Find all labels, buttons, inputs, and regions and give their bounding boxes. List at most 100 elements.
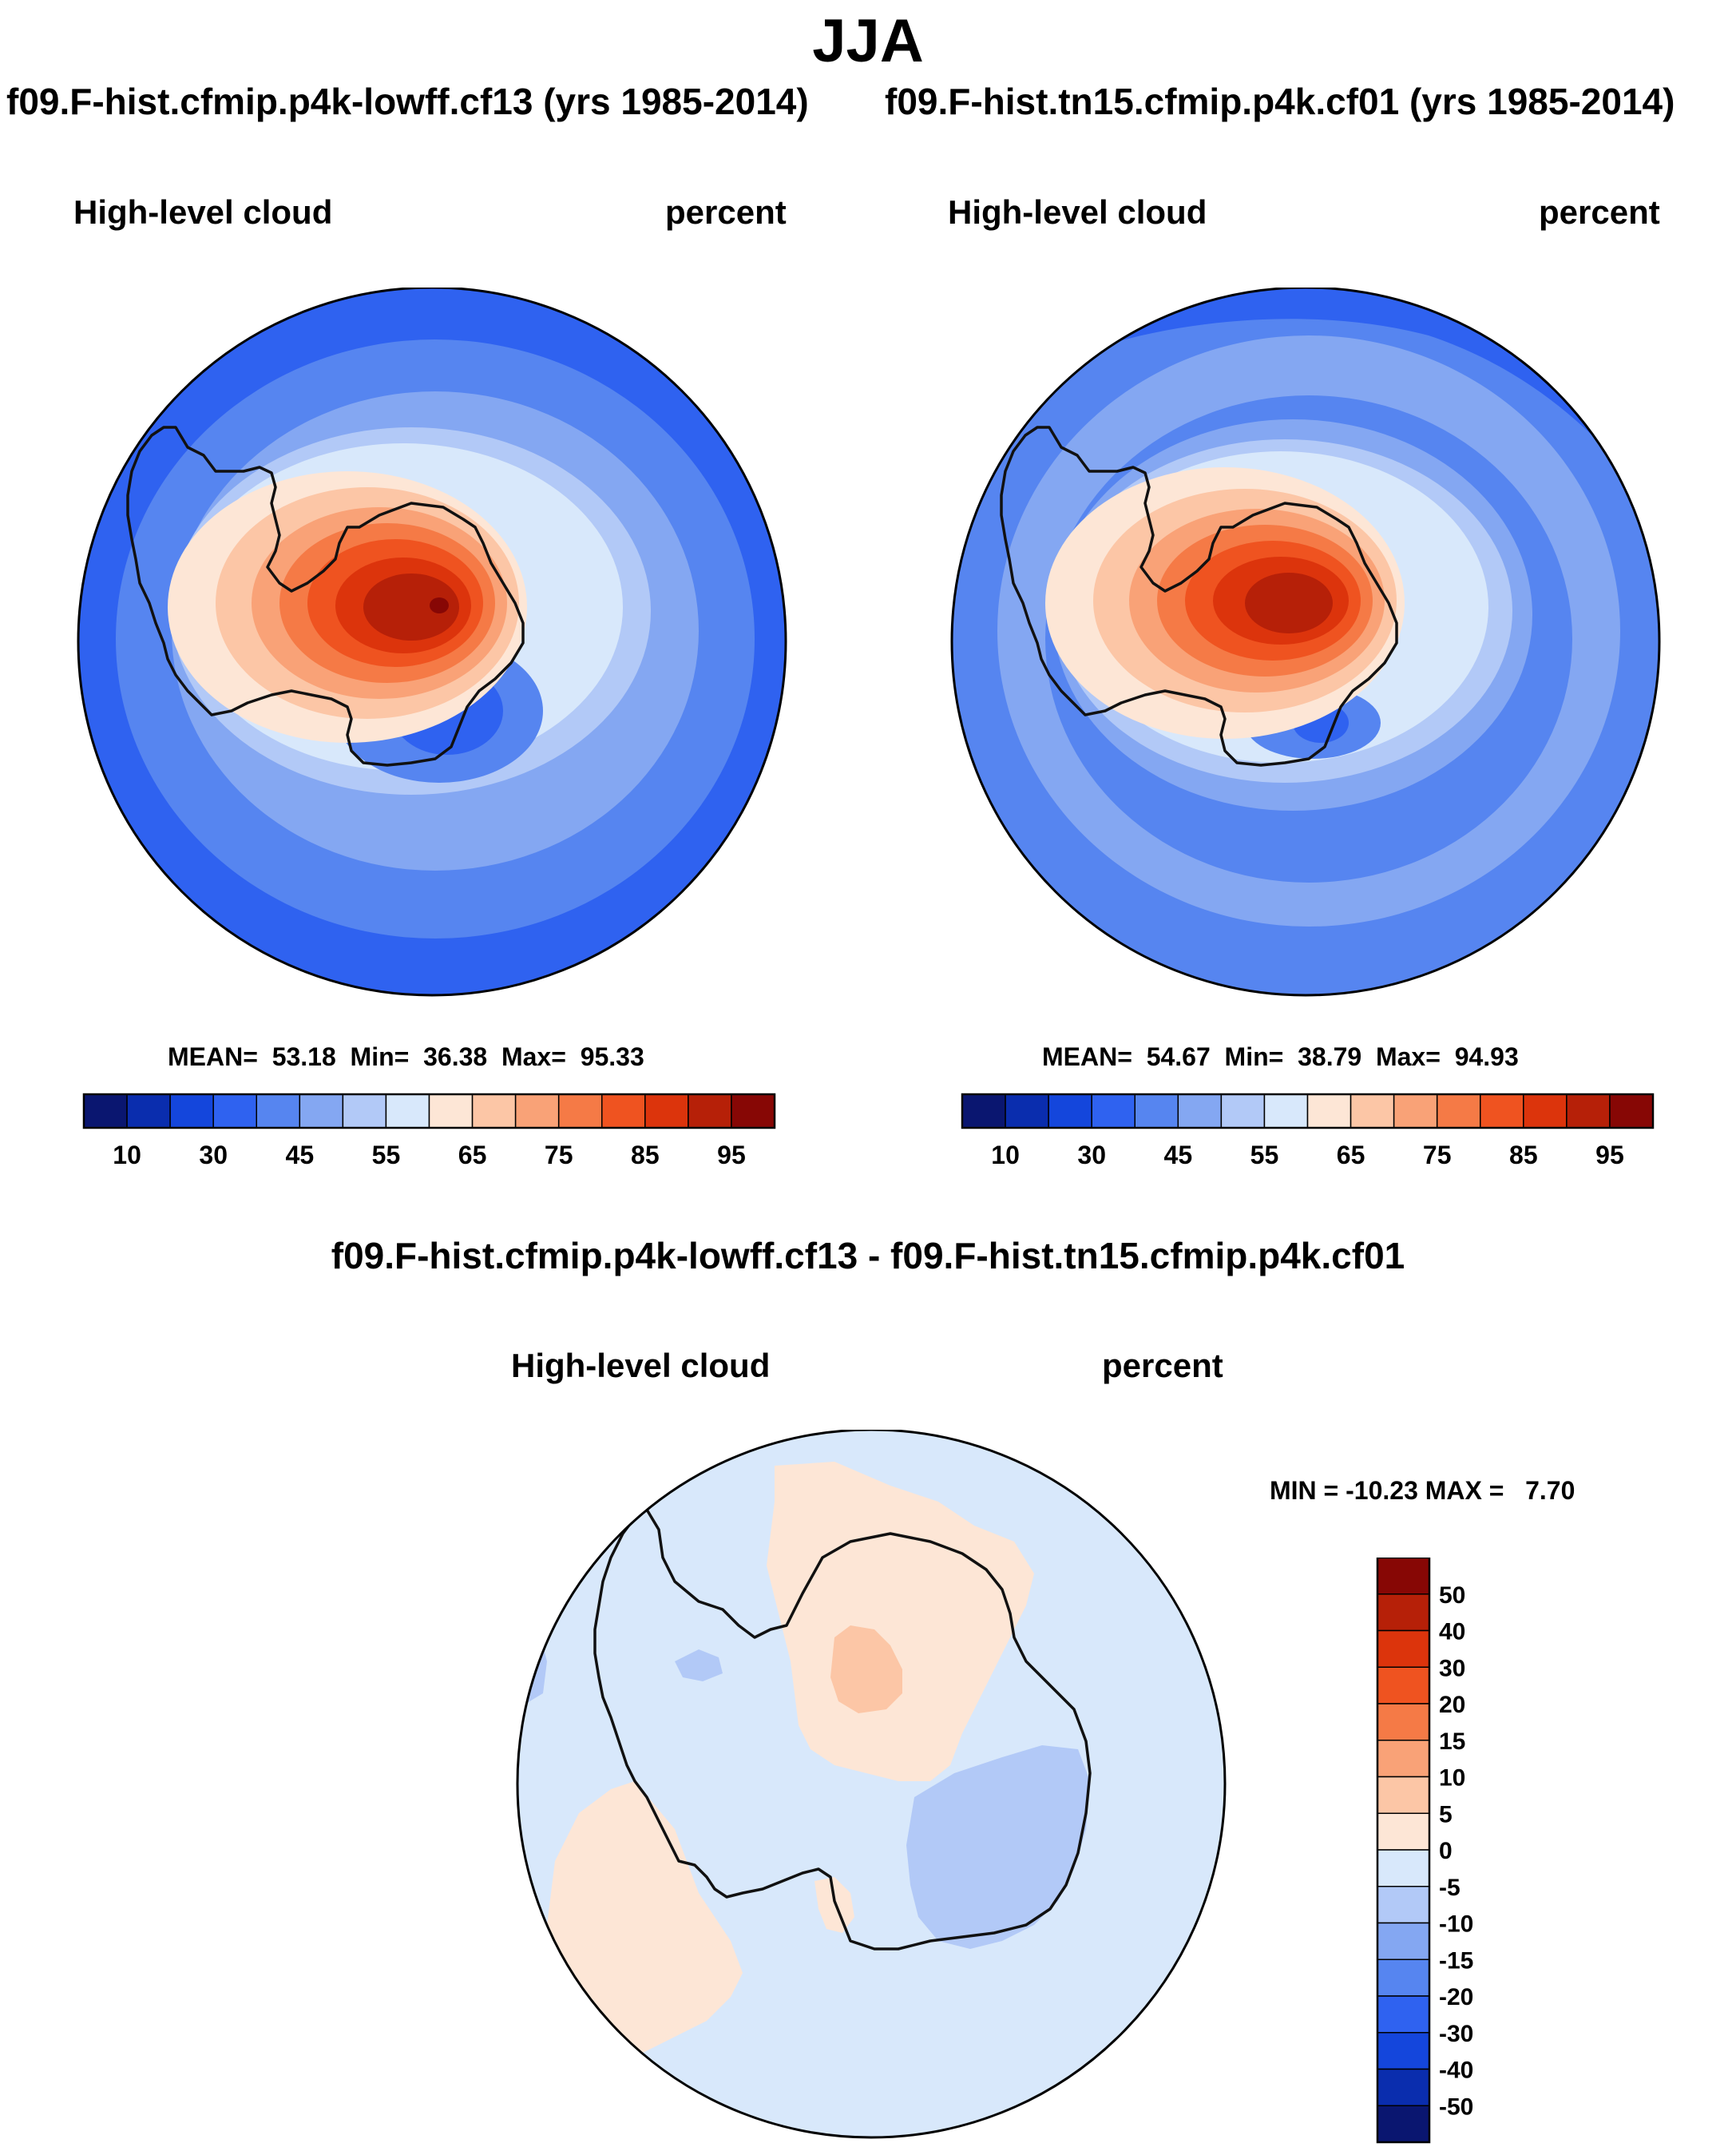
- colorbar-frame: [82, 1093, 776, 1129]
- colorbar-tick-label: 40: [1439, 1619, 1465, 1645]
- colorbar-tick-label: 50: [1439, 1582, 1465, 1609]
- colorbar-swatch: [1005, 1093, 1049, 1129]
- colorbar-tick-label: 0: [1439, 1838, 1453, 1864]
- panel-1-colorbar: 10 30 45 55 65 75 85 95: [82, 1093, 776, 1169]
- colorbar-swatch: [1134, 1093, 1179, 1129]
- min-label: Min=: [1224, 1042, 1284, 1071]
- colorbar-swatch: [299, 1093, 344, 1129]
- map-fill-band: [952, 288, 1659, 527]
- colorbar-tick-label: 85: [631, 1141, 660, 1169]
- colorbar-tick-label: 30: [1077, 1141, 1106, 1169]
- colorbar-swatch: [514, 1093, 560, 1129]
- colorbar-tick-label: 10: [991, 1141, 1020, 1169]
- panel-2-stats: MEAN= 54.67 Min= 38.79 Max= 94.93: [1042, 1042, 1519, 1072]
- colorbar-tick-label: 15: [1439, 1728, 1465, 1755]
- colorbar-tick-label: 10: [113, 1141, 141, 1169]
- panel-3-polar-map: [516, 1430, 1227, 2139]
- colorbar-swatch: [1091, 1093, 1136, 1129]
- colorbar-tick-label: 30: [199, 1141, 228, 1169]
- colorbar-swatch: [1393, 1093, 1438, 1129]
- min-value: 36.38: [423, 1042, 488, 1071]
- colorbar-swatch: [1177, 1093, 1223, 1129]
- colorbar-swatch: [212, 1093, 257, 1129]
- colorbar-swatch: [1263, 1093, 1309, 1129]
- colorbar-tick-label: 10: [1439, 1765, 1465, 1792]
- colorbar-swatch: [731, 1093, 775, 1129]
- max-label: Max=: [501, 1042, 566, 1071]
- mean-label: MEAN=: [1042, 1042, 1132, 1071]
- antarctica-coastline: [593, 1508, 1092, 1951]
- mean-value: 54.67: [1146, 1042, 1211, 1071]
- map-fill-band: [430, 597, 449, 613]
- colorbar-swatch: [1377, 2068, 1430, 2106]
- panel-2-colorbar: 10 30 45 55 65 75 85 95: [961, 1093, 1655, 1169]
- colorbar-tick-label: 75: [545, 1141, 573, 1169]
- colorbar-swatch: [1220, 1093, 1266, 1129]
- colorbar-swatch: [1377, 2105, 1430, 2143]
- colorbar-swatch: [1377, 1776, 1430, 1814]
- min-label: Min=: [350, 1042, 410, 1071]
- colorbar-tick-label: -40: [1439, 2058, 1473, 2084]
- max-label: Max=: [1375, 1042, 1441, 1071]
- map-boundary-circle: [950, 288, 1661, 997]
- colorbar-swatch: [1350, 1093, 1395, 1129]
- colorbar-tick-label: -20: [1439, 1984, 1473, 2010]
- coastline-island: [206, 331, 213, 340]
- colorbar-swatch: [644, 1093, 689, 1129]
- colorbar-swatch: [1377, 1740, 1430, 1778]
- colorbar-swatch: [1377, 1703, 1430, 1741]
- colorbar-swatch: [1523, 1093, 1568, 1129]
- min-value: 38.79: [1298, 1042, 1362, 1071]
- panel-1-variable-label: High-level cloud: [73, 193, 333, 231]
- colorbar-swatch: [385, 1093, 430, 1129]
- mean-label: MEAN=: [168, 1042, 258, 1071]
- colorbar-swatch: [1377, 1812, 1430, 1851]
- mean-value: 53.18: [271, 1042, 336, 1071]
- colorbar-swatch: [1377, 1558, 1430, 1595]
- map-fill-band: [814, 1877, 854, 1933]
- colorbar-tick-label: -5: [1439, 1875, 1461, 1901]
- colorbar-tick-label: 75: [1423, 1141, 1452, 1169]
- panel-1-case-title: f09.F-hist.cfmip.p4k-lowff.cf13 (yrs 198…: [6, 81, 809, 122]
- map-fill-band: [830, 1625, 902, 1713]
- max-value: 95.33: [580, 1042, 644, 1071]
- colorbar-swatch: [342, 1093, 387, 1129]
- difference-title: f09.F-hist.cfmip.p4k-lowff.cf13 - f09.F-…: [331, 1235, 1405, 1276]
- max-value: 94.93: [1454, 1042, 1519, 1071]
- colorbar-swatch: [1377, 1886, 1430, 1924]
- panel-2-variable-label: High-level cloud: [948, 193, 1207, 231]
- panel-3-minmax: MIN = -10.23 MAX = 7.70: [1270, 1476, 1575, 1505]
- colorbar-tick-label: 30: [1439, 1655, 1465, 1681]
- colorbar-swatch: [557, 1093, 603, 1129]
- colorbar-swatch: [256, 1093, 301, 1129]
- antarctica-coastline: [1000, 426, 1398, 767]
- colorbar-swatch: [1377, 1995, 1430, 2034]
- colorbar-swatch: [1377, 1593, 1430, 1632]
- map-fill-band: [78, 288, 315, 316]
- panel-1-polar-map: [77, 288, 787, 997]
- colorbar-tick-label: 95: [717, 1141, 746, 1169]
- map-fill-band: [547, 1781, 743, 2069]
- colorbar-tick-label: 95: [1595, 1141, 1624, 1169]
- colorbar-swatch: [169, 1093, 214, 1129]
- map-fill-band: [906, 1745, 1090, 1949]
- map-fill-band: [767, 1462, 1034, 1781]
- colorbar-swatch: [1377, 1922, 1430, 1960]
- colorbar-swatch: [1566, 1093, 1611, 1129]
- colorbar-swatch: [1377, 1959, 1430, 1997]
- panel-1-units-label: percent: [665, 193, 787, 231]
- colorbar-tick-label: 55: [1250, 1141, 1279, 1169]
- colorbar-swatch: [961, 1093, 1006, 1129]
- colorbar-tick-label: -50: [1439, 2093, 1473, 2120]
- colorbar-tick-label: 45: [1164, 1141, 1193, 1169]
- colorbar-tick-label: 65: [458, 1141, 487, 1169]
- colorbar-tick-label: -15: [1439, 1947, 1473, 1974]
- colorbar-swatch: [83, 1093, 128, 1129]
- panel-2-polar-map: [950, 288, 1661, 997]
- map-boundary-circle: [77, 288, 787, 997]
- colorbar-swatch: [1377, 2032, 1430, 2070]
- panel-2-units-label: percent: [1539, 193, 1660, 231]
- colorbar-tick-label: 20: [1439, 1692, 1465, 1718]
- map-fill-band: [675, 1649, 723, 1681]
- colorbar-swatch: [428, 1093, 474, 1129]
